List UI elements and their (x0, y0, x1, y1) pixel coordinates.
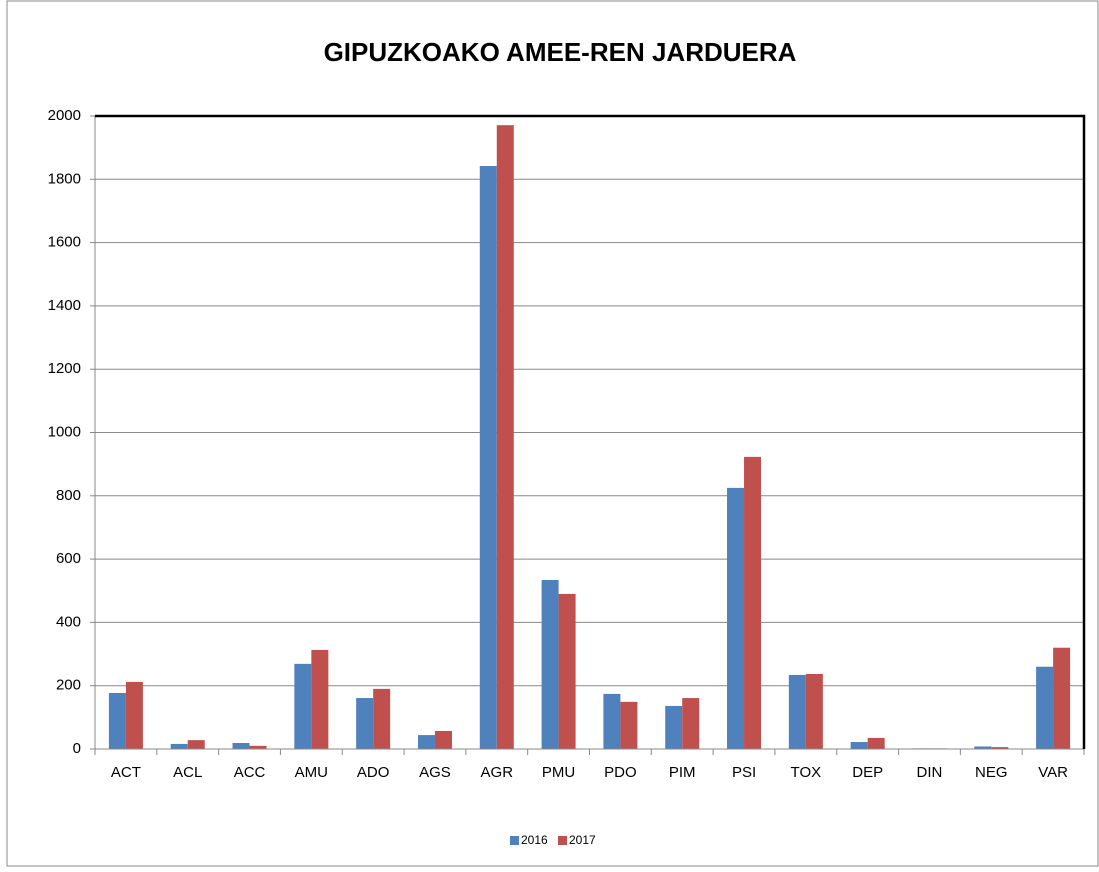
y-tick-label: 1200 (48, 360, 81, 377)
bar (496, 125, 514, 750)
x-tick-label: ADO (357, 764, 390, 781)
bar (311, 649, 329, 749)
bar (1036, 666, 1054, 749)
bar (249, 745, 267, 749)
x-tick-label: AMU (295, 764, 328, 781)
y-tick-label: 1000 (48, 423, 81, 440)
x-tick-label: AGS (419, 764, 451, 781)
bar (108, 692, 126, 749)
bar (356, 698, 374, 749)
x-tick-label: ACL (173, 764, 202, 781)
bar (744, 456, 762, 749)
bar (187, 740, 205, 749)
plot-frame (95, 114, 1086, 749)
y-tick-label: 1400 (48, 297, 81, 314)
bar (682, 698, 700, 749)
bar (373, 688, 391, 749)
x-tick-label: AGR (481, 764, 514, 781)
bar (850, 742, 868, 749)
bar (417, 735, 435, 749)
bar (434, 730, 452, 749)
bar (294, 663, 312, 749)
bar (1053, 647, 1071, 749)
chart-title: GIPUZKOAKO AMEE-REN JARDUERA (324, 37, 797, 67)
y-tick-label: 400 (56, 613, 81, 630)
y-tick-label: 1600 (48, 234, 81, 251)
bar (727, 487, 745, 749)
legend-label: 2017 (569, 833, 596, 847)
x-tick-label: DIN (917, 764, 943, 781)
x-tick-label: PIM (669, 764, 696, 781)
legend-label: 2016 (521, 833, 548, 847)
y-tick-label: 1800 (48, 170, 81, 187)
x-tick-label: ACC (234, 764, 266, 781)
bar (170, 743, 188, 749)
bar (665, 705, 683, 749)
y-tick-label: 0 (73, 740, 81, 757)
x-tick-label: PSI (732, 764, 756, 781)
bar (991, 747, 1009, 749)
y-tick-label: 600 (56, 550, 81, 567)
x-tick-label: TOX (791, 764, 822, 781)
y-tick-label: 200 (56, 677, 81, 694)
x-tick-label: PDO (604, 764, 637, 781)
bar (805, 673, 823, 749)
bar (541, 579, 559, 749)
legend-swatch (558, 836, 567, 845)
x-tick-label: ACT (111, 764, 141, 781)
bar (867, 737, 885, 749)
bar (479, 166, 497, 749)
x-tick-label: NEG (975, 764, 1008, 781)
x-tick-label: PMU (542, 764, 575, 781)
bar (620, 701, 638, 749)
bar (232, 742, 250, 749)
x-tick-label: DEP (852, 764, 883, 781)
y-tick-label: 2000 (48, 107, 81, 124)
legend-swatch (510, 836, 519, 845)
bar (788, 674, 806, 749)
bar (125, 681, 143, 749)
bar (603, 693, 621, 749)
bar (974, 746, 992, 749)
x-tick-label: VAR (1038, 764, 1068, 781)
bar (558, 593, 576, 749)
y-tick-label: 800 (56, 487, 81, 504)
